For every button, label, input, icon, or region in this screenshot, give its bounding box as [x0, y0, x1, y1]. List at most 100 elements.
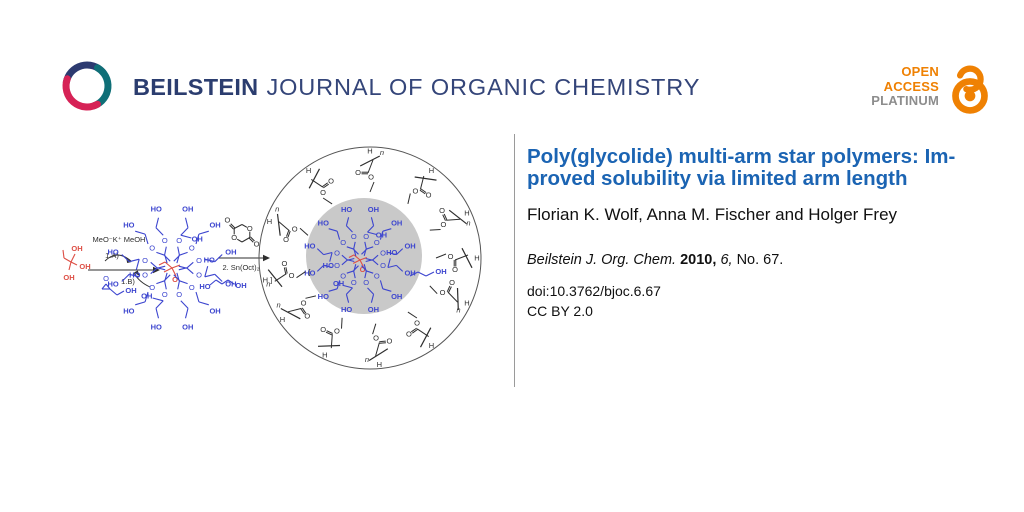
article-license: CC BY 2.0	[527, 303, 593, 319]
svg-text:O: O	[176, 236, 182, 245]
svg-text:O: O	[320, 188, 326, 197]
svg-text:O: O	[386, 337, 392, 346]
svg-text:O: O	[176, 290, 182, 299]
svg-text:n: n	[266, 280, 270, 289]
svg-text:O: O	[360, 265, 366, 274]
svg-text:O: O	[149, 243, 155, 252]
svg-text:n: n	[365, 355, 369, 364]
svg-text:n: n	[456, 306, 460, 315]
svg-text:OH: OH	[209, 220, 220, 229]
step1a-label: 1.A)	[105, 251, 119, 260]
citation-journal: Beilstein J. Org. Chem.	[527, 252, 681, 268]
beilstein-logo	[62, 61, 112, 111]
svg-text:H: H	[267, 217, 272, 226]
open-access-text: OPEN ACCESS PLATINUM	[871, 65, 939, 109]
svg-text:O: O	[172, 275, 178, 284]
citation-pages: No. 67.	[736, 252, 784, 268]
open-access-line2: ACCESS	[883, 78, 939, 94]
svg-text:O: O	[142, 270, 148, 279]
arrow1-head	[153, 266, 160, 274]
svg-text:O: O	[363, 232, 369, 241]
open-access-badge: OPEN ACCESS PLATINUM	[871, 58, 996, 116]
glycidol-structure: O OH	[101, 274, 137, 296]
svg-text:HO: HO	[123, 220, 134, 229]
svg-text:O: O	[196, 270, 202, 279]
svg-text:H: H	[429, 341, 434, 350]
step1b-label: 1.B)	[121, 277, 135, 286]
open-access-line1: OPEN	[901, 64, 939, 80]
o-label: O	[254, 239, 260, 248]
hyperbranched-polyglycerol: OOOHHOOOHOOHOHOOHOHOOHOOHOHOOHOOHOOOHOHO…	[107, 205, 236, 332]
svg-text:HO: HO	[304, 269, 315, 278]
step2-reagents: 2. Sn(Oct)₂	[218, 254, 270, 272]
svg-text:HO: HO	[129, 271, 140, 280]
svg-text:O: O	[340, 238, 346, 247]
star-core-structure: OOOHHOOOHOOHOHOOHOHOOHOOHOHOOHOOHOOOHOHO…	[304, 205, 415, 314]
svg-text:O: O	[440, 288, 446, 297]
svg-text:O: O	[334, 327, 340, 336]
svg-text:n: n	[466, 218, 470, 227]
glycerol-fragment: HO OH	[199, 279, 247, 291]
oh-label: OH	[63, 273, 74, 282]
svg-text:OH: OH	[182, 322, 193, 331]
svg-text:O: O	[162, 236, 168, 245]
svg-text:H: H	[263, 276, 268, 285]
svg-text:O: O	[320, 325, 326, 334]
ho-label: HO	[199, 282, 210, 291]
svg-text:n: n	[380, 148, 384, 157]
svg-text:[: [	[308, 267, 311, 276]
svg-text:OH: OH	[391, 292, 402, 301]
triol-core-structure: OH OH OH	[62, 244, 91, 282]
svg-text:OH: OH	[209, 307, 220, 316]
journal-name-rest: JOURNAL OF ORGANIC CHEMISTRY	[266, 74, 701, 100]
svg-text:O: O	[289, 271, 295, 280]
svg-text:HO: HO	[151, 205, 162, 214]
svg-text:H: H	[377, 360, 382, 369]
o-label: O	[247, 224, 253, 233]
o-label: O	[224, 216, 230, 225]
svg-text:O: O	[355, 168, 361, 177]
svg-text:O: O	[142, 256, 148, 265]
svg-text:HO: HO	[107, 248, 118, 257]
svg-text:O: O	[374, 238, 380, 247]
svg-text:O: O	[426, 190, 432, 199]
svg-text:O: O	[449, 278, 455, 287]
svg-text:n: n	[275, 204, 279, 213]
divider	[514, 134, 515, 387]
svg-text:HO: HO	[123, 307, 134, 316]
svg-text:O: O	[452, 265, 458, 274]
glycolide-structure: O O O O	[224, 216, 259, 249]
svg-text:H: H	[280, 315, 285, 324]
pg-arm-fragment: OH	[409, 267, 447, 277]
svg-text:O: O	[292, 225, 298, 234]
svg-text:O: O	[406, 330, 412, 339]
svg-text:O: O	[162, 290, 168, 299]
svg-text:O: O	[328, 177, 334, 186]
svg-text:OH: OH	[368, 305, 379, 314]
svg-text:H: H	[306, 166, 311, 175]
svg-text:O: O	[351, 232, 357, 241]
svg-text:O: O	[281, 259, 287, 268]
svg-text:OH: OH	[404, 269, 415, 278]
article-info: Poly(glycolide) multi-arm star polymers:…	[527, 145, 997, 320]
svg-text:O: O	[334, 249, 340, 258]
svg-text:OH: OH	[368, 205, 379, 214]
article-authors: Florian K. Wolf, Anna M. Fischer and Hol…	[527, 205, 898, 224]
svg-text:HO: HO	[341, 305, 352, 314]
svg-text:O: O	[334, 261, 340, 270]
svg-text:O: O	[196, 256, 202, 265]
step1-reagents: MeO⁻K⁺ MeOH 1.A) 1.B)	[88, 235, 160, 288]
citation-volume: 6,	[720, 252, 737, 268]
svg-text:O: O	[414, 319, 420, 328]
micelle-gray-core	[306, 198, 422, 314]
oh-label: OH	[235, 281, 246, 290]
methoxide-label: MeO⁻K⁺ MeOH	[93, 235, 146, 244]
svg-text:O: O	[380, 261, 386, 270]
svg-text:H: H	[367, 147, 372, 156]
svg-text:O: O	[351, 278, 357, 287]
svg-text:O: O	[340, 272, 346, 281]
title-line1: Poly(glycolide) multi-arm star polymers:…	[527, 145, 956, 168]
svg-text:O: O	[440, 220, 446, 229]
